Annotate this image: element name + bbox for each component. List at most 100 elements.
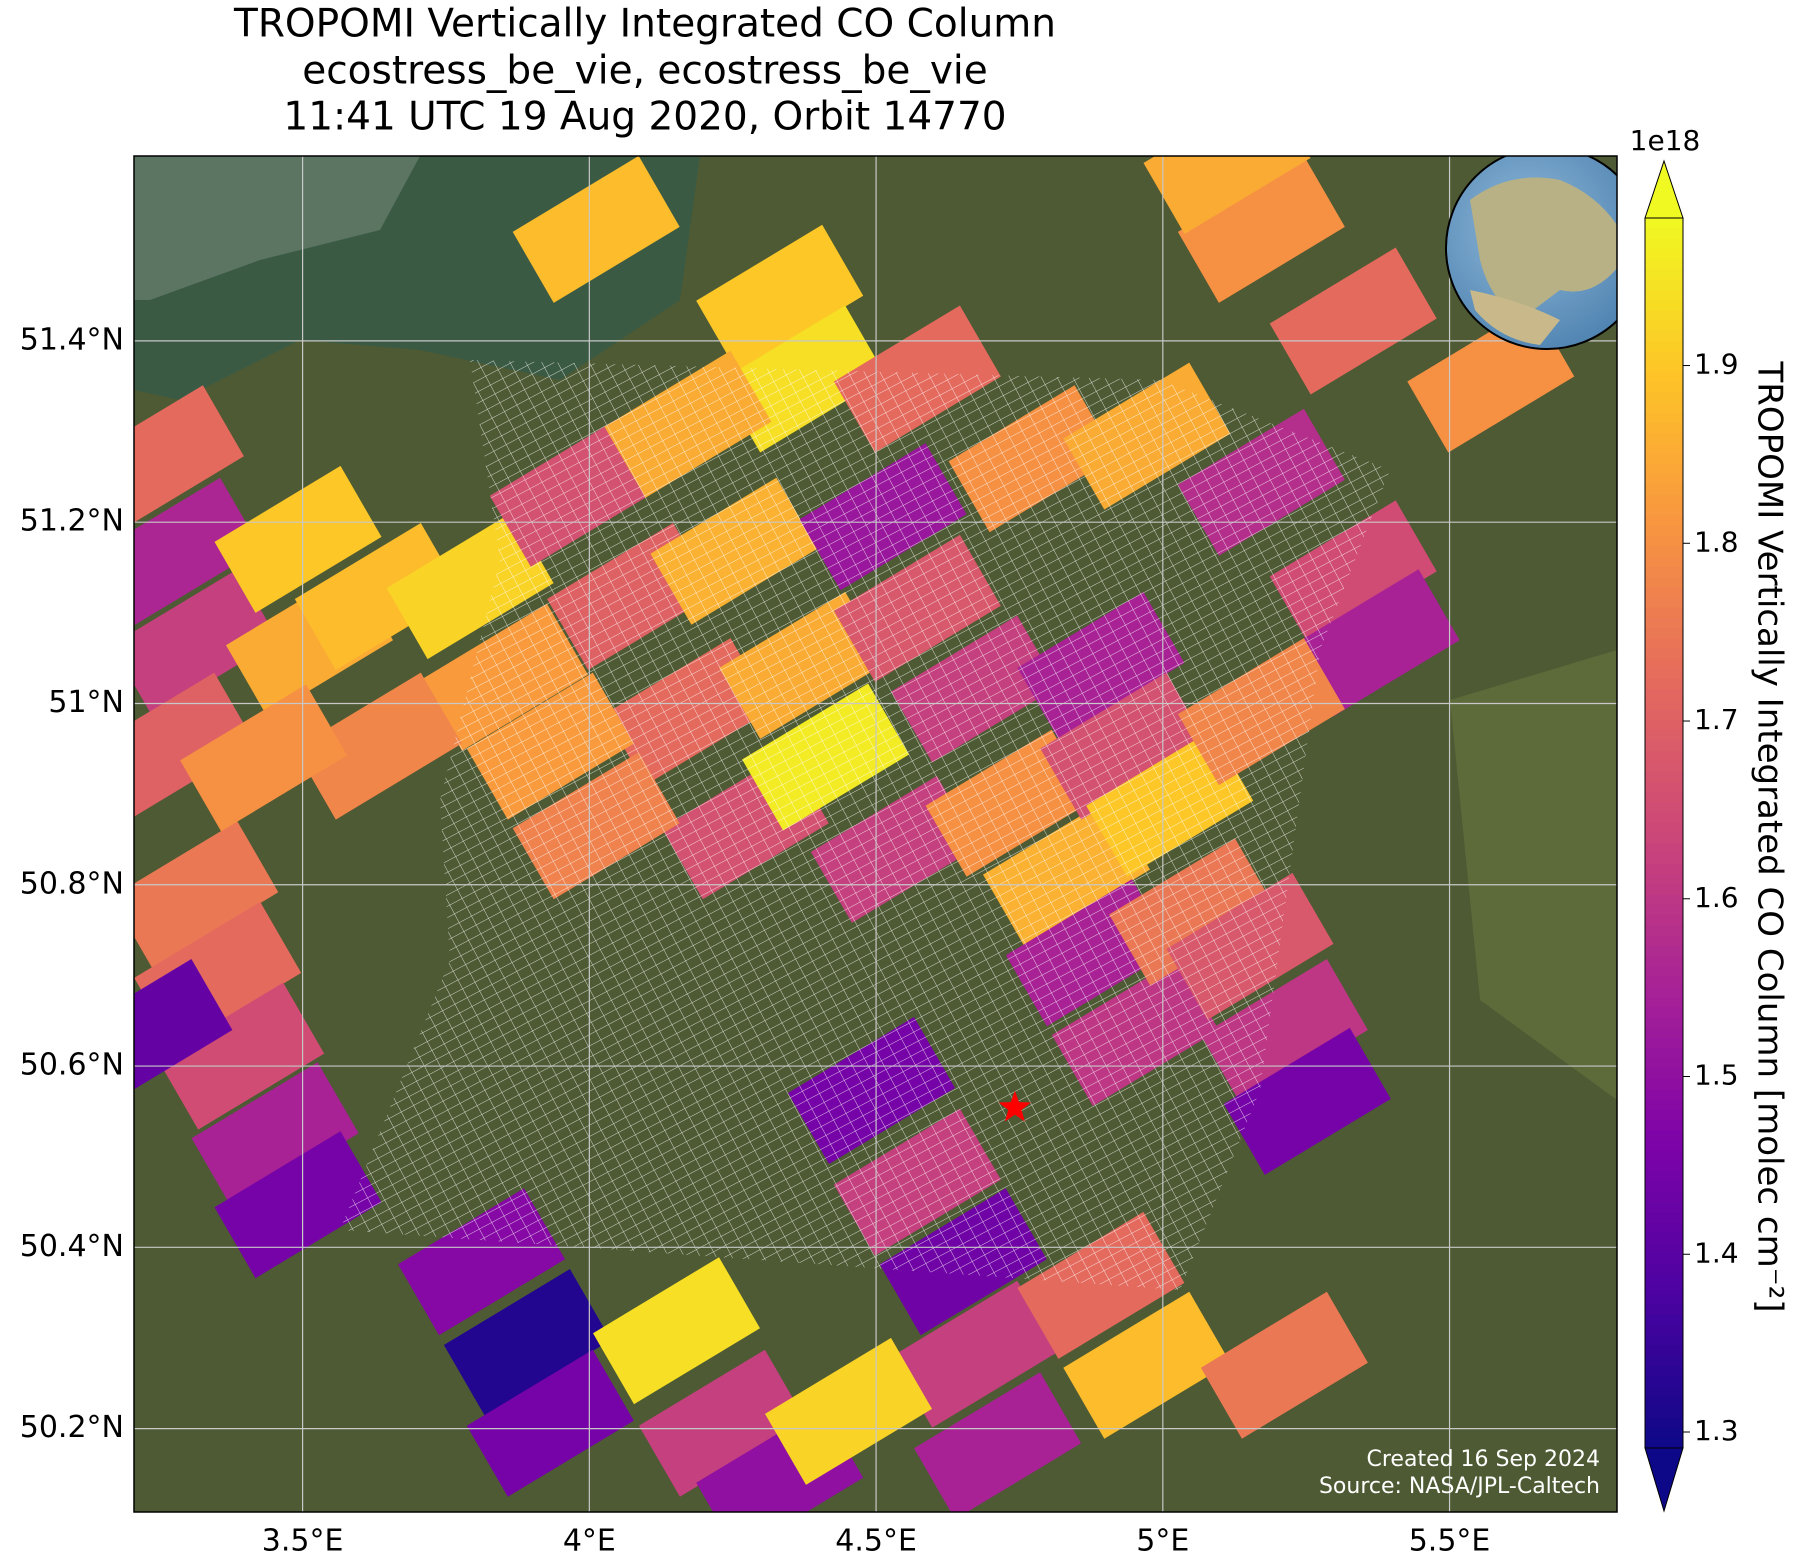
tropomi-pixel: [914, 1372, 1082, 1512]
colorbar-segment: [1645, 248, 1683, 260]
colorbar-segment: [1645, 412, 1683, 424]
colorbar-segment: [1645, 966, 1683, 978]
colorbar-segment: [1645, 464, 1683, 475]
tropomi-pixel: [1063, 1291, 1231, 1439]
colorbar-segment: [1645, 576, 1683, 588]
colorbar-segment: [1645, 1181, 1683, 1193]
y-tick-label: 50.2°N: [20, 1410, 124, 1445]
colorbar-segment: [1645, 658, 1683, 670]
colorbar-segment: [1645, 1355, 1683, 1367]
colorbar-segment: [1645, 1212, 1683, 1224]
colorbar-segment: [1645, 1273, 1683, 1285]
colorbar-segment: [1645, 1366, 1683, 1377]
colorbar-segment: [1645, 259, 1683, 270]
tropomi-pixel: [1177, 156, 1345, 303]
colorbar-segment: [1645, 833, 1683, 844]
colorbar-segment: [1645, 915, 1683, 926]
colorbar-segment: [1645, 874, 1683, 885]
colorbar-segment: [1645, 648, 1683, 660]
tropomi-pixel: [1269, 247, 1437, 395]
x-tick-label: 4.5°E: [835, 1524, 917, 1559]
colorbar-segment: [1645, 1232, 1683, 1244]
colorbar-segment: [1645, 607, 1683, 619]
colorbar-segment: [1645, 822, 1683, 834]
tropomi-pixel: [765, 1337, 932, 1485]
colorbar-segment: [1645, 1253, 1683, 1265]
colorbar-segment: [1645, 587, 1683, 598]
x-tick-label: 5°E: [1136, 1524, 1189, 1559]
colorbar-segment: [1645, 1345, 1683, 1357]
colorbar-segment: [1645, 771, 1683, 783]
colorbar-segment: [1645, 863, 1683, 875]
colorbar-segment: [1645, 330, 1683, 342]
colorbar-segment: [1645, 730, 1683, 742]
colorbar-tick-label: 1.5: [1694, 1059, 1739, 1092]
colorbar-segment: [1645, 986, 1683, 998]
colorbar-segment: [1645, 638, 1683, 650]
title: TROPOMI Vertically Integrated CO Column: [233, 2, 1056, 47]
colorbar-segment: [1645, 904, 1683, 916]
colorbar-segment: [1645, 1396, 1683, 1408]
colorbar-segment: [1645, 1027, 1683, 1039]
colorbar-segment: [1645, 689, 1683, 701]
colorbar-segment: [1645, 341, 1683, 352]
colorbar-segment: [1645, 1294, 1683, 1306]
colorbar-segment: [1645, 1263, 1683, 1275]
colorbar-segment: [1645, 1130, 1683, 1142]
colorbar-segment: [1645, 1304, 1683, 1316]
colorbar-segment: [1645, 679, 1683, 691]
colorbar-segment: [1645, 884, 1683, 896]
subtitle: 11:41 UTC 19 Aug 2020, Orbit 14770: [283, 95, 1006, 140]
colorbar-segment: [1645, 1089, 1683, 1101]
tropomi-pixel: [134, 477, 262, 625]
colorbar-tick-label: 1.8: [1694, 525, 1739, 558]
tropomi-pixel: [1143, 156, 1311, 234]
tropomi-pixel: [214, 1131, 382, 1279]
colorbar-tick-label: 1.3: [1694, 1414, 1739, 1447]
colorbar-segment: [1645, 1437, 1683, 1449]
colorbar-segment: [1645, 556, 1683, 568]
tropomi-pixel: [134, 385, 244, 523]
tropomi-pixel: [696, 224, 864, 372]
colorbar-segment: [1645, 1079, 1683, 1090]
colorbar-segment: [1645, 1284, 1683, 1295]
tropomi-pixel: [134, 821, 279, 969]
colorbar-segment: [1645, 269, 1683, 281]
colorbar-segment: [1645, 853, 1683, 865]
colorbar-segment: [1645, 740, 1683, 752]
colorbar-segment: [1645, 628, 1683, 639]
site-marker: [998, 1090, 1031, 1122]
colorbar-segment: [1645, 617, 1683, 629]
colorbar-segment: [1645, 1243, 1683, 1254]
tropomi-pixel: [134, 672, 256, 817]
credit: Created 16 Sep 2024: [1367, 1447, 1601, 1472]
colorbar-segment: [1645, 976, 1683, 988]
colorbar-segment: [1645, 1068, 1683, 1080]
colorbar-extend-min: [1644, 1447, 1684, 1513]
colorbar-segment: [1645, 1427, 1683, 1439]
tropomi-pixel: [512, 156, 680, 303]
colorbar-segment: [1645, 699, 1683, 711]
tropomi-pixel: [191, 1062, 359, 1210]
tropomi-pixel: [443, 1269, 611, 1416]
axes: 3.5°E 4°E 4.5°E 5°E 5.5°E 50.2°N 50.4°N 50.6°N 5…: [20, 322, 1491, 1558]
x-tick-label: 4°E: [563, 1524, 616, 1559]
colorbar-segment: [1645, 945, 1683, 957]
y-tick-label: 50.4°N: [20, 1229, 124, 1264]
y-tick-label: 51.2°N: [20, 504, 124, 539]
tropomi-pixel: [180, 684, 348, 832]
y-tick-label: 51.4°N: [20, 322, 124, 357]
y-tick-label: 51°N: [48, 685, 124, 720]
tropomi-pixel: [1223, 1027, 1391, 1175]
colorbar-segment: [1645, 792, 1683, 803]
colorbar-segment: [1645, 1099, 1683, 1111]
colorbar-segment: [1645, 453, 1683, 465]
colorbar-segment: [1645, 361, 1683, 373]
colorbar-segment: [1645, 1038, 1683, 1049]
tropomi-pixel: [134, 569, 279, 717]
colorbar-segment: [1645, 1161, 1683, 1172]
colorbar-segment: [1645, 535, 1683, 547]
colorbar-segment: [1645, 1417, 1683, 1429]
colorbar-segment: [1645, 382, 1683, 393]
